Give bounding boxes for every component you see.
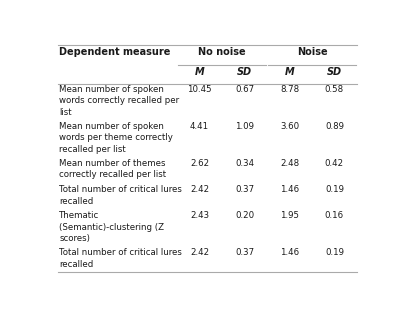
- Text: 0.19: 0.19: [325, 185, 344, 194]
- Text: Dependent measure: Dependent measure: [59, 47, 171, 57]
- Text: M: M: [195, 67, 204, 77]
- Text: 3.60: 3.60: [280, 122, 299, 131]
- Text: 0.37: 0.37: [235, 248, 254, 257]
- Text: Total number of critical lures
recalled: Total number of critical lures recalled: [59, 185, 182, 205]
- Text: 0.37: 0.37: [235, 185, 254, 194]
- Text: No noise: No noise: [198, 47, 246, 57]
- Text: 0.89: 0.89: [325, 122, 344, 131]
- Text: Mean number of themes
correctly recalled per list: Mean number of themes correctly recalled…: [59, 159, 166, 179]
- Text: 2.42: 2.42: [190, 248, 209, 257]
- Text: SD: SD: [237, 67, 252, 77]
- Text: 0.16: 0.16: [325, 211, 344, 220]
- Text: 2.48: 2.48: [280, 159, 299, 168]
- Text: 0.20: 0.20: [235, 211, 254, 220]
- Text: 1.46: 1.46: [280, 248, 299, 257]
- Text: SD: SD: [327, 67, 342, 77]
- Text: 1.09: 1.09: [235, 122, 254, 131]
- Text: 2.62: 2.62: [190, 159, 209, 168]
- Text: 2.42: 2.42: [190, 185, 209, 194]
- Text: 4.41: 4.41: [190, 122, 209, 131]
- Text: Thematic
(Semantic)-clustering (Z
scores): Thematic (Semantic)-clustering (Z scores…: [59, 211, 164, 243]
- Text: 1.46: 1.46: [280, 185, 299, 194]
- Text: 1.95: 1.95: [280, 211, 299, 220]
- Text: 10.45: 10.45: [187, 85, 212, 94]
- Text: Mean number of spoken
words correctly recalled per
list: Mean number of spoken words correctly re…: [59, 85, 180, 117]
- Text: Mean number of spoken
words per theme correctly
recalled per list: Mean number of spoken words per theme co…: [59, 122, 173, 154]
- Text: 0.42: 0.42: [325, 159, 344, 168]
- Text: 0.34: 0.34: [235, 159, 254, 168]
- Text: 0.67: 0.67: [235, 85, 254, 94]
- Text: Total number of critical lures
recalled: Total number of critical lures recalled: [59, 248, 182, 269]
- Text: Noise: Noise: [297, 47, 327, 57]
- Text: 8.78: 8.78: [280, 85, 299, 94]
- Text: 0.19: 0.19: [325, 248, 344, 257]
- Text: 0.58: 0.58: [325, 85, 344, 94]
- Text: M: M: [285, 67, 294, 77]
- Text: 2.43: 2.43: [190, 211, 209, 220]
